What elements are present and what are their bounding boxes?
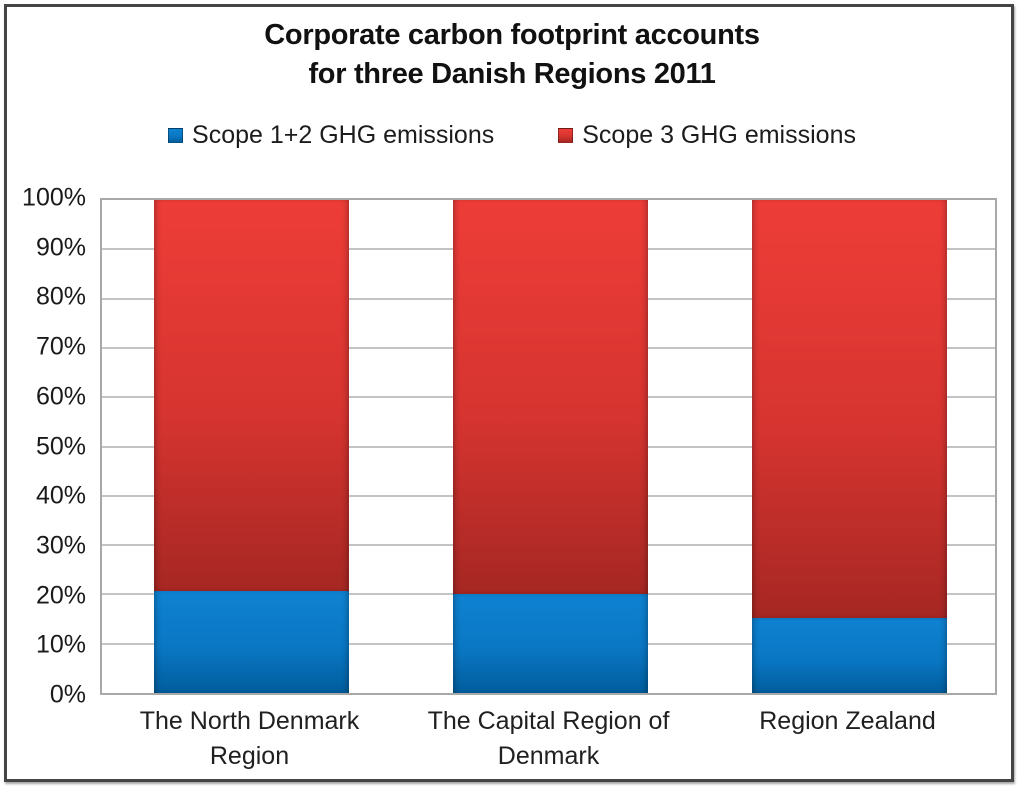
bar-slot xyxy=(401,200,700,693)
plot-area xyxy=(100,198,997,695)
bar-segment-scope3 xyxy=(154,200,349,591)
y-tick-label: 60% xyxy=(35,382,86,411)
stacked-bar xyxy=(154,200,349,693)
legend-item: Scope 3 GHG emissions xyxy=(558,121,856,150)
stacked-bar xyxy=(453,200,648,693)
legend: Scope 1+2 GHG emissions Scope 3 GHG emiss… xyxy=(0,119,1024,151)
y-axis-labels: 0% 10% 20% 30% 40% 50% 60% 70% 80% 90% 100% xyxy=(0,184,86,709)
bar-segment-scope3 xyxy=(752,200,947,618)
x-axis-label: The Capital Region of Denmark xyxy=(399,704,698,774)
bar-segment-scope3 xyxy=(453,200,648,594)
y-tick-label: 90% xyxy=(35,233,86,262)
x-axis-label-text: The Capital Region of Denmark xyxy=(427,707,670,770)
bar-segment-scope12 xyxy=(453,593,648,693)
chart-title-line1: Corporate carbon footprint accounts xyxy=(264,19,760,51)
y-tick-label: 20% xyxy=(35,581,86,610)
x-axis-label-text: Region Zealand xyxy=(759,707,936,735)
chart-frame xyxy=(4,4,1014,782)
legend-swatch-icon xyxy=(558,127,574,143)
y-tick-label: 50% xyxy=(35,432,86,460)
y-tick-label: 30% xyxy=(35,531,86,560)
y-tick-label: 40% xyxy=(35,481,86,510)
legend-label: Scope 3 GHG emissions xyxy=(582,120,856,149)
legend-item: Scope 1+2 GHG emissions xyxy=(168,121,494,150)
y-tick-label: 70% xyxy=(35,332,86,361)
chart-title: Corporate carbon footprint accounts for … xyxy=(0,16,1024,94)
bar-slot xyxy=(700,200,999,693)
legend-label: Scope 1+2 GHG emissions xyxy=(192,120,495,149)
y-tick-label: 80% xyxy=(35,282,86,311)
bar-segment-scope12 xyxy=(154,590,349,693)
y-tick-label: 100% xyxy=(22,183,86,212)
x-axis-label: The North Denmark Region xyxy=(100,704,399,774)
y-tick-label: 10% xyxy=(35,630,86,659)
legend-swatch-icon xyxy=(168,127,184,143)
x-axis-labels: The North Denmark Region The Capital Regi… xyxy=(100,704,997,774)
chart-title-line2: for three Danish Regions 2011 xyxy=(308,58,716,90)
bar-segment-scope12 xyxy=(752,617,947,693)
bar-slot xyxy=(102,200,401,693)
y-tick-label: 0% xyxy=(49,680,86,709)
x-axis-label-text: The North Denmark Region xyxy=(139,707,360,770)
stacked-bar xyxy=(752,200,947,693)
x-axis-label: Region Zealand xyxy=(698,704,997,774)
